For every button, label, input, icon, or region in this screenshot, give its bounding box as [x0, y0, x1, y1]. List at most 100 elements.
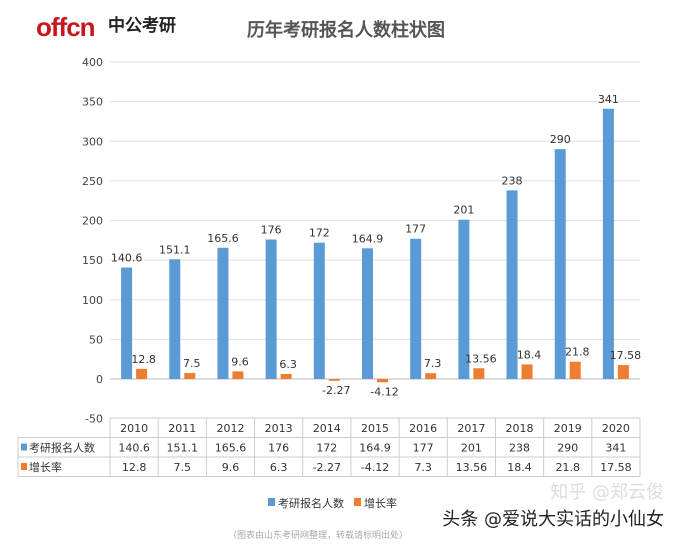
table-cell: 341 [605, 442, 626, 455]
table-cell: 165.6 [215, 442, 247, 455]
table-cell: 7.5 [174, 461, 192, 474]
bar-applicants [169, 259, 181, 379]
table-row-label: 考研报名人数 [29, 441, 95, 455]
table-cell: 176 [268, 442, 289, 455]
table-cell: 7.3 [414, 461, 432, 474]
data-label: 6.3 [279, 358, 297, 371]
bar-growth [521, 364, 533, 379]
y-tick-label: 300 [82, 135, 103, 148]
y-tick-label: 0 [96, 373, 103, 386]
data-label: 238 [502, 174, 523, 187]
table-cell: 177 [413, 442, 434, 455]
toutiao-watermark: 头条 @爱说大实话的小仙女 [442, 509, 664, 530]
bar-growth [425, 373, 437, 379]
data-label: 165.6 [207, 232, 239, 245]
bar-applicants [121, 267, 133, 379]
table-cell: 140.6 [118, 442, 150, 455]
y-tick-label: -50 [85, 413, 103, 426]
bar-growth [473, 368, 485, 379]
x-tick-label: 2011 [168, 422, 196, 435]
table-row-label: 增长率 [29, 460, 62, 474]
table-cell: 13.56 [456, 461, 488, 474]
legend-swatch [268, 498, 275, 506]
bar-growth [280, 374, 292, 379]
data-label: 151.1 [159, 243, 191, 256]
bar-growth [569, 361, 581, 379]
logo-name: 中公考研 [108, 16, 176, 36]
data-label: 176 [261, 224, 282, 237]
data-label: 18.4 [517, 348, 542, 361]
table-cell: 151.1 [167, 442, 199, 455]
data-label: 17.58 [610, 349, 642, 362]
zhihu-watermark: 知乎 @郑云俊 [550, 482, 664, 503]
offcn-logo: offcn [36, 12, 96, 42]
table-cell: 18.4 [507, 461, 532, 474]
table-cell: 6.3 [270, 461, 288, 474]
data-label: 7.5 [183, 357, 201, 370]
y-tick-label: 200 [82, 215, 103, 228]
data-label: 172 [309, 227, 330, 240]
data-label: 7.3 [424, 357, 442, 370]
data-label: 177 [405, 223, 426, 236]
bar-growth [617, 365, 629, 379]
bar-applicants [554, 149, 566, 379]
y-tick-label: 100 [82, 294, 103, 307]
table-cell: 164.9 [359, 442, 391, 455]
data-label: 13.56 [465, 352, 497, 365]
bar-applicants [362, 248, 373, 379]
data-label: -4.12 [370, 385, 398, 398]
data-label: 9.6 [231, 355, 249, 368]
data-label: 290 [550, 133, 571, 146]
x-tick-label: 2010 [120, 422, 148, 435]
x-tick-label: 2019 [554, 422, 582, 435]
table-cell: 9.6 [222, 461, 240, 474]
data-label: 341 [598, 93, 619, 106]
table-cell: 238 [509, 442, 530, 455]
bar-growth [184, 373, 196, 379]
x-tick-label: 2014 [313, 422, 341, 435]
x-tick-label: 2012 [216, 422, 244, 435]
data-label: 201 [453, 204, 474, 217]
bar-growth [328, 379, 340, 381]
source-note: （图表由山东考研网整理，转载请标明出处） [228, 531, 409, 541]
x-tick-label: 2016 [409, 422, 437, 435]
bar-applicants [410, 238, 422, 379]
y-tick-label: 250 [82, 175, 103, 188]
data-label: 21.8 [565, 346, 590, 359]
data-label: 140.6 [111, 252, 143, 265]
table-cell: 12.8 [122, 461, 147, 474]
bar-applicants [265, 239, 277, 379]
x-tick-label: 2015 [361, 422, 389, 435]
bar-applicants [313, 242, 325, 379]
legend-label: 增长率 [364, 496, 397, 510]
y-tick-label: 350 [82, 96, 103, 109]
x-tick-label: 2018 [506, 422, 534, 435]
data-label: 12.8 [131, 353, 156, 366]
bar-applicants [602, 108, 614, 379]
bar-applicants [506, 190, 518, 379]
y-tick-label: 400 [82, 56, 103, 69]
legend-swatch [354, 498, 361, 506]
table-cell: 290 [557, 442, 578, 455]
x-tick-label: 2013 [265, 422, 293, 435]
table-cell: 201 [461, 442, 482, 455]
table-cell: 21.8 [555, 461, 580, 474]
bar-applicants [217, 247, 229, 379]
y-tick-label: 150 [82, 254, 103, 267]
bar-growth [377, 379, 388, 383]
data-label: -2.27 [322, 384, 350, 397]
data-label: 164.9 [352, 232, 384, 245]
table-cell: 17.58 [600, 461, 632, 474]
chart-title: 历年考研报名人数柱状图 [247, 20, 445, 41]
x-tick-label: 2020 [602, 422, 630, 435]
table-cell: 172 [316, 442, 337, 455]
table-cell: -2.27 [313, 461, 341, 474]
table-legend-key [21, 463, 27, 470]
bar-growth [232, 371, 244, 379]
y-tick-label: 50 [89, 333, 103, 346]
table-cell: -4.12 [361, 461, 389, 474]
bar-applicants [458, 219, 470, 379]
table-legend-key [21, 443, 27, 451]
